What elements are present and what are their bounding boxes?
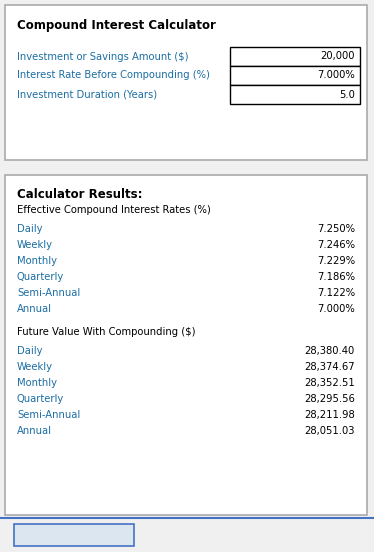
Text: Daily: Daily <box>17 346 43 356</box>
Text: Effective Compound Interest Rates (%): Effective Compound Interest Rates (%) <box>17 205 211 215</box>
Text: 20,000: 20,000 <box>321 51 355 61</box>
Text: 7.000%: 7.000% <box>317 304 355 314</box>
Text: Annual: Annual <box>17 304 52 314</box>
Text: 28,295.56: 28,295.56 <box>304 394 355 404</box>
Text: 7.186%: 7.186% <box>317 272 355 282</box>
Text: Future Value With Compounding ($): Future Value With Compounding ($) <box>17 327 196 337</box>
Text: Compound Interest Calculator: Compound Interest Calculator <box>17 19 216 32</box>
Text: Interest Rate Before Compounding (%): Interest Rate Before Compounding (%) <box>17 71 210 81</box>
Text: Monthly: Monthly <box>17 378 57 388</box>
Text: 28,352.51: 28,352.51 <box>304 378 355 388</box>
Bar <box>230 85 360 104</box>
Text: 5.0: 5.0 <box>339 89 355 99</box>
Text: 7.122%: 7.122% <box>317 288 355 298</box>
Text: Calculator Results:: Calculator Results: <box>17 188 142 201</box>
Text: 28,051.03: 28,051.03 <box>304 426 355 436</box>
Text: 7.000%: 7.000% <box>317 71 355 81</box>
Text: 28,380.40: 28,380.40 <box>305 346 355 356</box>
Text: Monthly: Monthly <box>17 256 57 266</box>
Bar <box>14 524 134 546</box>
Text: Semi-Annual: Semi-Annual <box>17 410 80 420</box>
Text: Investment Duration (Years): Investment Duration (Years) <box>17 89 157 99</box>
Text: 7.229%: 7.229% <box>317 256 355 266</box>
Text: Quarterly: Quarterly <box>17 272 64 282</box>
Text: Annual: Annual <box>17 426 52 436</box>
Text: Daily: Daily <box>17 224 43 234</box>
Text: Weekly: Weekly <box>17 362 53 372</box>
Text: Quarterly: Quarterly <box>17 394 64 404</box>
Bar <box>5 175 367 515</box>
Text: Semi-Annual: Semi-Annual <box>17 288 80 298</box>
Text: Weekly: Weekly <box>17 240 53 250</box>
Text: Investment or Savings Amount ($): Investment or Savings Amount ($) <box>17 51 188 61</box>
Text: 7.250%: 7.250% <box>317 224 355 234</box>
Text: Calculate: Calculate <box>46 528 102 542</box>
Bar <box>230 47 360 66</box>
Text: 7.246%: 7.246% <box>317 240 355 250</box>
Bar <box>5 5 367 160</box>
Text: 28,211.98: 28,211.98 <box>304 410 355 420</box>
Text: 28,374.67: 28,374.67 <box>304 362 355 372</box>
Bar <box>230 66 360 85</box>
